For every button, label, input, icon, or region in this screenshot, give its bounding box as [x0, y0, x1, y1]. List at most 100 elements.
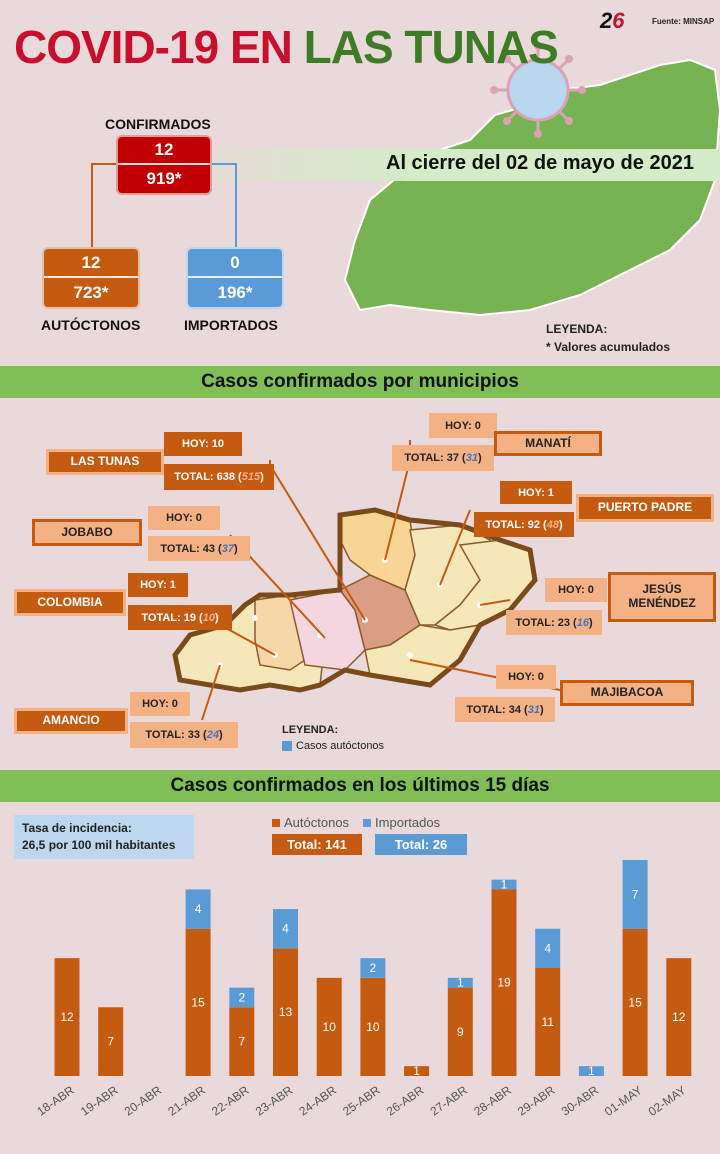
virus-icon [490, 42, 586, 138]
bar-label-importados-21-ABR: 4 [195, 902, 202, 916]
bar-label-importados-30-ABR: 1 [588, 1064, 595, 1078]
muni-manati-hoy: HOY: 0 [429, 413, 497, 438]
incidence-line-1: Tasa de incidencia: [22, 821, 132, 835]
title-part-1: COVID-19 EN [14, 21, 293, 73]
muni-amancio-aut: 24 [206, 729, 219, 741]
muni-jobabo-total: TOTAL: 43 (37) [148, 536, 250, 561]
muni-colombia-aut: 10 [202, 611, 215, 624]
bar-importados-21-ABR [185, 889, 211, 929]
muni-manati-total: TOTAL: 37 (31) [392, 445, 494, 471]
muni-jesus-menendez-hoy: HOY: 0 [545, 578, 607, 602]
muni-las-tunas-total: TOTAL: 638 (515) [164, 464, 274, 490]
summary-legend: LEYENDA: * Valores acumulados [546, 320, 670, 356]
bar-importados-22-ABR [229, 987, 255, 1008]
muni-amancio-total: TOTAL: 33 (24) [130, 722, 238, 748]
bar-importados-28-ABR [491, 879, 517, 890]
muni-puerto-padre-total-text: TOTAL: 92 ( [485, 518, 547, 531]
bar-label-importados-29-ABR: 4 [544, 941, 551, 955]
bar-label-autoctonos-26-ABR: 1 [413, 1064, 420, 1078]
autoctonos-today: 12 [44, 249, 138, 278]
muni-manati-close: ) [477, 452, 482, 464]
importados-today: 0 [188, 249, 282, 278]
province-map-top [343, 58, 720, 317]
bar-label-autoctonos-02-MAY: 12 [672, 1010, 686, 1024]
title-part-2: LAS TUNAS [303, 21, 559, 73]
bar-label-importados-25-ABR: 2 [370, 961, 377, 975]
x-tick-02-MAY: 02-MAY [646, 1083, 689, 1119]
source-label: Fuente: MINSAP [652, 17, 715, 26]
muni-manati-name: MANATÍ [494, 431, 602, 456]
muni-jesus-menendez-aut: 16 [576, 616, 589, 629]
bar-label-importados-28-ABR: 1 [501, 878, 508, 892]
municipios-title: Casos confirmados por municipios [0, 366, 720, 398]
municipios-legend: LEYENDA: Casos autóctonos [282, 722, 384, 754]
bar-label-autoctonos-01-MAY: 15 [628, 995, 642, 1009]
bar-label-autoctonos-29-ABR: 11 [541, 1015, 554, 1029]
summary-connectors [91, 163, 237, 250]
bar-importados-01-MAY [622, 860, 648, 929]
x-tick-26-ABR: 26-ABR [384, 1083, 427, 1119]
muni-colombia-close: ) [214, 611, 219, 624]
x-tick-30-ABR: 30-ABR [559, 1083, 602, 1119]
x-tick-29-ABR: 29-ABR [515, 1083, 558, 1119]
bar-importados-27-ABR [447, 977, 473, 988]
bar-label-autoctonos-28-ABR: 19 [497, 976, 511, 990]
confirmed-today: 12 [118, 137, 210, 165]
muni-jobabo-name: JOBABO [32, 519, 142, 546]
bar-autoctonos-27-ABR [447, 987, 473, 1076]
muni-las-tunas-hoy: HOY: 10 [164, 432, 242, 456]
bar-autoctonos-29-ABR [535, 968, 561, 1076]
x-tick-24-ABR: 24-ABR [296, 1083, 339, 1119]
bar-label-importados-22-ABR: 2 [238, 990, 245, 1004]
muni-majibacoa-total-text: TOTAL: 34 ( [466, 703, 528, 716]
x-tick-25-ABR: 25-ABR [340, 1083, 383, 1119]
muni-las-tunas-aut: 515 [241, 471, 261, 483]
page-title: COVID-19 EN LAS TUNAS [14, 20, 559, 74]
muni-amancio-hoy: HOY: 0 [130, 692, 190, 716]
muni-majibacoa-aut: 31 [527, 703, 540, 716]
legend-aut-swatch [272, 819, 280, 827]
bar-autoctonos-19-ABR [98, 1007, 124, 1076]
muni-amancio-total-text: TOTAL: 33 ( [145, 729, 207, 741]
bar-autoctonos-23-ABR [273, 948, 298, 1076]
date-text: Al cierre del 02 de mayo de 2021 [386, 152, 694, 174]
bar-importados-25-ABR [360, 958, 386, 978]
legend-imp-swatch [363, 819, 372, 827]
bar-autoctonos-28-ABR [491, 889, 517, 1076]
bar-label-autoctonos-25-ABR: 10 [366, 1020, 380, 1034]
muni-las-tunas-name: LAS TUNAS [46, 449, 164, 475]
bar-autoctonos-26-ABR [404, 1066, 430, 1076]
confirmed-label: CONFIRMADOS [105, 116, 211, 132]
logo-digit-6: 6 [612, 8, 625, 33]
x-tick-27-ABR: 27-ABR [428, 1083, 471, 1119]
autoctonos-box: 12 723* [42, 247, 140, 309]
x-tick-28-ABR: 28-ABR [471, 1083, 514, 1119]
chart-legend: Autóctonos Importados [272, 815, 440, 830]
date-banner [212, 149, 720, 181]
bar-label-autoctonos-19-ABR: 7 [107, 1035, 114, 1049]
muni-majibacoa-hoy: HOY: 0 [496, 665, 556, 689]
x-tick-01-MAY: 01-MAY [602, 1083, 645, 1119]
muni-colombia-total: TOTAL: 19 (10) [128, 605, 232, 630]
incidence-box: Tasa de incidencia: 26,5 por 100 mil hab… [14, 815, 194, 859]
municipios-legend-text: Casos autóctonos [296, 740, 385, 752]
legend-aut-text: Autóctonos [284, 815, 350, 830]
logo-26: 26 [600, 8, 638, 34]
bar-label-importados-01-MAY: 7 [632, 887, 639, 901]
bar-autoctonos-21-ABR [185, 928, 211, 1076]
bar-autoctonos-02-MAY [666, 958, 692, 1076]
muni-jesus-menendez-name: JESÚS MENÉNDEZ [608, 572, 716, 622]
x-tick-20-ABR: 20-ABR [122, 1083, 165, 1119]
importados-label: IMPORTADOS [184, 317, 278, 333]
muni-colombia-name: COLOMBIA [14, 589, 126, 616]
muni-jobabo-close: ) [233, 542, 238, 555]
bar-label-autoctonos-21-ABR: 15 [191, 995, 205, 1009]
muni-jesus-menendez-total: TOTAL: 23 (16) [506, 610, 602, 635]
autoctonos-label: AUTÓCTONOS [41, 317, 141, 333]
bar-importados-30-ABR [578, 1066, 604, 1076]
bar-label-autoctonos-23-ABR: 13 [279, 1005, 293, 1019]
muni-jobabo-hoy: HOY: 0 [148, 506, 220, 530]
muni-puerto-padre-hoy: HOY: 1 [500, 481, 572, 504]
x-tick-21-ABR: 21-ABR [165, 1083, 208, 1119]
muni-majibacoa-close: ) [539, 703, 544, 716]
